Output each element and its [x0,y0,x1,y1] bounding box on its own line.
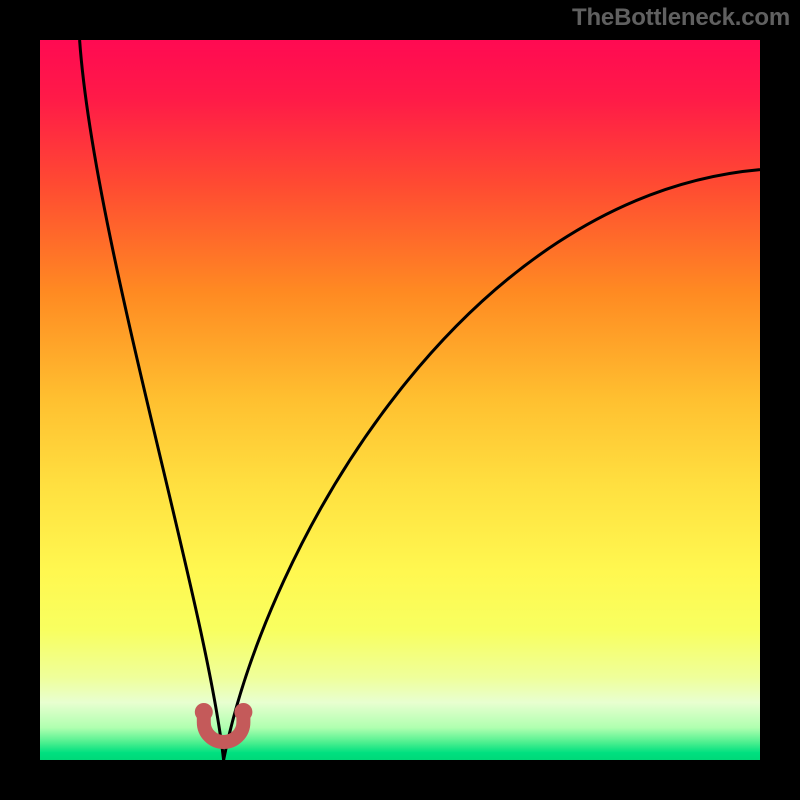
chart-stage: TheBottleneck.com [0,0,800,800]
chart-svg [0,0,800,800]
watermark-text: TheBottleneck.com [572,4,790,32]
